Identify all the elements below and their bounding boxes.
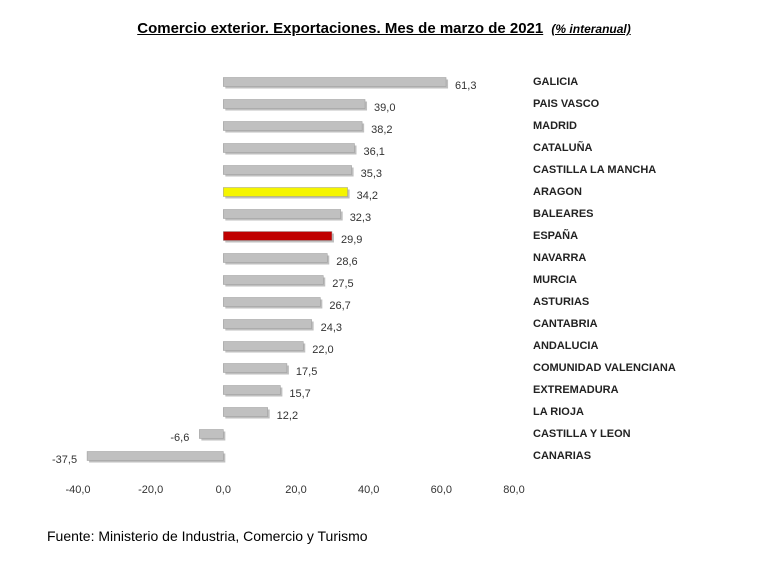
bar-andalucia: [223, 341, 304, 351]
category-label: CANARIAS: [533, 450, 591, 462]
x-tick-label: 20,0: [285, 484, 306, 496]
bar-aragon: [223, 187, 348, 197]
value-label: 38,2: [371, 124, 392, 136]
bar-murcia: [223, 275, 324, 285]
value-label: 24,3: [321, 322, 342, 334]
bar-castilla-y-leon: [199, 429, 224, 439]
bars-layer: [86, 77, 449, 463]
bar-comunidad-valenciana: [223, 363, 288, 373]
x-tick-label: -40,0: [65, 484, 90, 496]
bar-chart: 61,3 39,0 38,2 36,1 35,3 34,2 32,3 29,9 28,6 27,5…: [52, 76, 676, 496]
x-tick-label: 0,0: [216, 484, 231, 496]
category-label: CASTILLA LA MANCHA: [533, 164, 656, 176]
category-label: PAIS VASCO: [533, 98, 600, 110]
category-label: NAVARRA: [533, 252, 586, 264]
category-label: LA RIOJA: [533, 406, 584, 418]
x-tick-label: 40,0: [358, 484, 379, 496]
bar-asturias: [223, 297, 321, 307]
value-labels-layer: 61,3 39,0 38,2 36,1 35,3 34,2 32,3 29,9 28,6 27,5…: [52, 80, 476, 466]
value-label: 29,9: [341, 234, 362, 246]
value-label: 17,5: [296, 366, 317, 378]
category-label: COMUNIDAD VALENCIANA: [533, 362, 676, 374]
value-label: 27,5: [332, 278, 353, 290]
x-tick-label: -20,0: [138, 484, 163, 496]
category-label: ARAGON: [533, 186, 582, 198]
value-label: 61,3: [455, 80, 476, 92]
x-tick-label: 80,0: [503, 484, 524, 496]
category-label: GALICIA: [533, 76, 578, 88]
x-axis: -40,0 -20,0 0,0 20,0 40,0 60,0 80,0: [65, 484, 524, 496]
category-label: MURCIA: [533, 274, 577, 286]
value-label: 26,7: [329, 300, 350, 312]
value-label: 22,0: [312, 344, 333, 356]
bar-españa: [223, 231, 333, 241]
value-label: 12,2: [277, 410, 298, 422]
bar-castilla-la-mancha: [223, 165, 352, 175]
category-labels-layer: GALICIA PAIS VASCO MADRID CATALUÑA CASTILLA …: [533, 76, 676, 462]
bar-extremadura: [223, 385, 281, 395]
bar-cantabria: [223, 319, 312, 329]
bar-canarias: [86, 451, 224, 461]
source-note: Fuente: Ministerio de Industria, Comerci…: [47, 528, 368, 544]
chart-subtitle: (% interanual): [551, 22, 631, 36]
value-label: -6,6: [170, 432, 189, 444]
category-label: CATALUÑA: [533, 141, 593, 154]
category-label: CANTABRIA: [533, 318, 598, 330]
x-tick-label: 60,0: [431, 484, 452, 496]
value-label: 36,1: [363, 146, 384, 158]
value-label: 39,0: [374, 102, 395, 114]
category-label: EXTREMADURA: [533, 384, 619, 396]
bar-la-rioja: [223, 407, 268, 417]
bar-galicia: [223, 77, 447, 87]
bar-navarra: [223, 253, 328, 263]
value-label: 32,3: [350, 212, 371, 224]
value-label: 34,2: [357, 190, 378, 202]
chart-title-text: Comercio exterior. Exportaciones. Mes de…: [137, 20, 544, 37]
value-label: 15,7: [289, 388, 310, 400]
category-label: ASTURIAS: [533, 296, 589, 308]
category-label: ANDALUCIA: [533, 340, 598, 352]
category-label: BALEARES: [533, 208, 594, 220]
value-label: -37,5: [52, 454, 77, 466]
chart-title: Comercio exterior. Exportaciones. Mes de…: [0, 20, 768, 37]
bar-cataluña: [223, 143, 355, 153]
category-label: CASTILLA Y LEON: [533, 428, 631, 440]
value-label: 35,3: [361, 168, 382, 180]
category-label: MADRID: [533, 120, 577, 132]
category-label: ESPAÑA: [533, 229, 578, 242]
bar-baleares: [223, 209, 341, 219]
bar-madrid: [223, 121, 363, 131]
bar-pais-vasco: [223, 99, 366, 109]
value-label: 28,6: [336, 256, 357, 268]
